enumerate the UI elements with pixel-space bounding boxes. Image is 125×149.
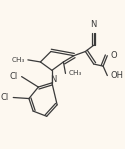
Text: OH: OH: [110, 71, 124, 80]
Text: Cl: Cl: [9, 72, 17, 81]
Text: CH₃: CH₃: [69, 70, 82, 76]
Text: N: N: [90, 20, 97, 28]
Text: O: O: [110, 51, 117, 60]
Text: Cl: Cl: [1, 93, 9, 102]
Text: CH₃: CH₃: [11, 57, 25, 63]
Text: N: N: [50, 74, 56, 83]
